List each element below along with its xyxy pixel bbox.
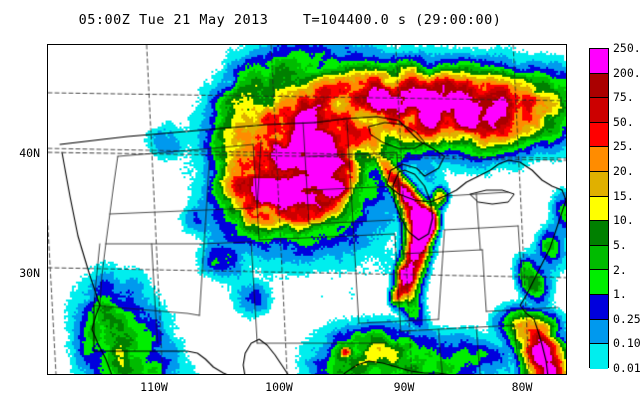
colorbar-band bbox=[590, 98, 608, 123]
colorbar-band bbox=[590, 344, 608, 369]
map-frame bbox=[47, 44, 567, 375]
colorbar-band bbox=[590, 196, 608, 222]
colorbar-band bbox=[590, 172, 608, 197]
lat-label-30n: 30N bbox=[19, 266, 40, 280]
colorbar-tick: 0.25 bbox=[613, 311, 640, 326]
precipitation-map-canvas bbox=[48, 45, 566, 374]
colorbar-tick: 75. bbox=[613, 90, 634, 105]
colorbar-band bbox=[590, 245, 608, 271]
colorbar-tick: 50. bbox=[613, 114, 634, 129]
colorbar-tick: 2. bbox=[613, 262, 627, 277]
colorbar-band bbox=[590, 122, 608, 148]
colorbar-tick: 200. bbox=[613, 65, 640, 80]
colorbar-bands bbox=[589, 48, 609, 369]
colorbar-band bbox=[590, 295, 608, 320]
colorbar-tick: 0.01 bbox=[613, 361, 640, 375]
colorbar-band bbox=[590, 319, 608, 345]
lon-label-90w: 90W bbox=[393, 380, 415, 394]
colorbar-band bbox=[590, 147, 608, 173]
colorbar-band bbox=[590, 221, 608, 246]
colorbar-tick: 25. bbox=[613, 139, 634, 154]
lon-label-80w: 80W bbox=[511, 380, 533, 394]
colorbar-tick: 15. bbox=[613, 188, 634, 203]
colorbar-band bbox=[590, 270, 608, 296]
colorbar-tick: 20. bbox=[613, 164, 634, 179]
colorbar-band bbox=[590, 73, 608, 99]
lon-label-100w: 100W bbox=[265, 380, 293, 394]
colorbar-tick: 1. bbox=[613, 287, 627, 302]
colorbar-tick: 250. bbox=[613, 41, 640, 55]
colorbar-band bbox=[590, 49, 608, 74]
colorbar-tick: 0.10 bbox=[613, 336, 640, 351]
colorbar: 250. 200. 75. 50. 25. 20. 15. 10. 5. 2. 1. 0.25 0.10… bbox=[589, 42, 640, 374]
page-title: 05:00Z Tue 21 May 2013 T=104400.0 s (29:… bbox=[78, 12, 502, 28]
colorbar-tick: 10. bbox=[613, 213, 634, 228]
colorbar-tick: 5. bbox=[613, 237, 627, 252]
lat-label-40n: 40N bbox=[19, 146, 40, 160]
lon-label-110w: 110W bbox=[140, 380, 168, 394]
